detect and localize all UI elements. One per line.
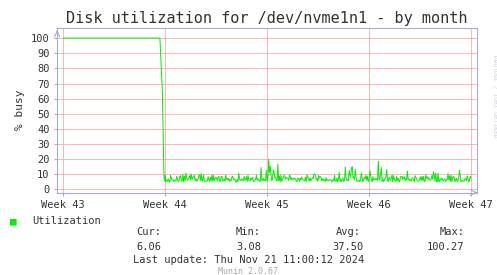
Text: RRDTOOL / TOBI OETIKER: RRDTOOL / TOBI OETIKER	[492, 55, 497, 138]
Text: Last update: Thu Nov 21 11:00:12 2024: Last update: Thu Nov 21 11:00:12 2024	[133, 255, 364, 265]
Text: 37.50: 37.50	[332, 242, 363, 252]
Text: Min:: Min:	[236, 227, 261, 237]
Text: Avg:: Avg:	[335, 227, 360, 237]
Text: Cur:: Cur:	[137, 227, 162, 237]
Text: Max:: Max:	[440, 227, 465, 237]
Text: 6.06: 6.06	[137, 242, 162, 252]
Text: Munin 2.0.67: Munin 2.0.67	[219, 267, 278, 275]
Y-axis label: % busy: % busy	[15, 90, 25, 130]
Title: Disk utilization for /dev/nvme1n1 - by month: Disk utilization for /dev/nvme1n1 - by m…	[67, 11, 468, 26]
Text: 100.27: 100.27	[427, 242, 465, 252]
Text: ■: ■	[10, 216, 17, 226]
Text: 3.08: 3.08	[236, 242, 261, 252]
Text: Utilization: Utilization	[32, 216, 101, 226]
